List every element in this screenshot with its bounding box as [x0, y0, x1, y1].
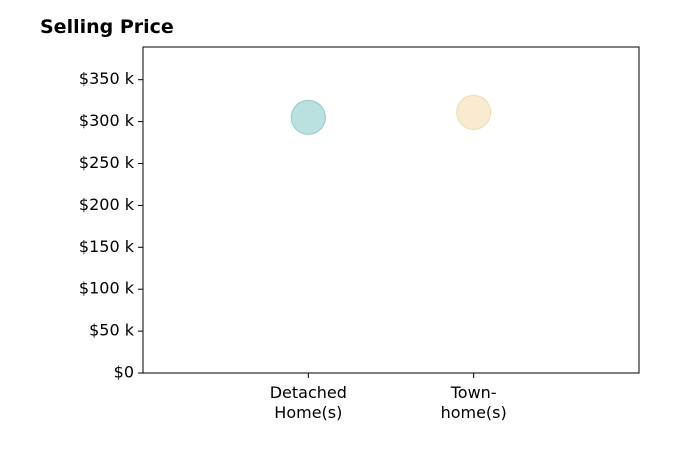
- plot-frame: [142, 46, 640, 374]
- x-tick-label: Town-home(s): [441, 383, 507, 422]
- data-point: [290, 99, 326, 135]
- x-tick-label: Detached Home(s): [270, 383, 347, 422]
- y-axis: $0 $50 k $100 k $150 k $200 k $250 k $300 k $35…: [79, 69, 143, 382]
- y-tick-label: $250 k: [79, 153, 135, 172]
- y-tick-label: $150 k: [79, 237, 135, 256]
- x-axis: Detached Home(s) Town-home(s): [270, 373, 507, 422]
- points-layer: [290, 94, 492, 135]
- y-tick-label: $200 k: [79, 195, 135, 214]
- chart-title: Selling Price: [40, 16, 174, 38]
- y-tick-label: $0: [114, 363, 134, 382]
- y-tick-label: $100 k: [79, 279, 135, 298]
- data-point: [456, 94, 492, 130]
- y-tick-label: $350 k: [79, 69, 135, 88]
- y-tick-label: $300 k: [79, 111, 135, 130]
- y-tick-label: $50 k: [89, 321, 135, 340]
